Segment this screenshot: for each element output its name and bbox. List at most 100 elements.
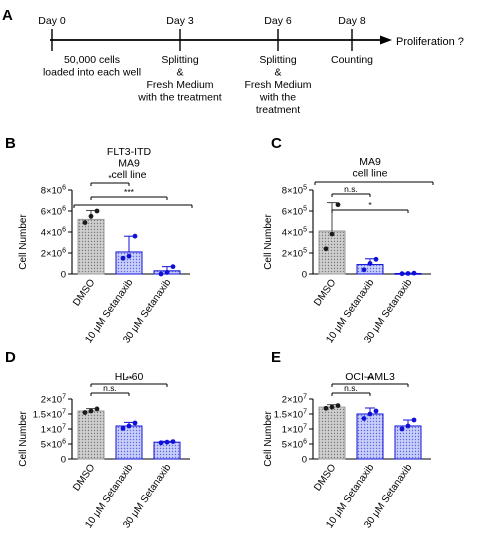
- y-tick-label: 2×107: [41, 394, 66, 406]
- chart-panel-e: E OCI-AML3 0 5×106 1×107 1.5×107 2×107 Cell Num…: [263, 349, 431, 530]
- bar: [153, 441, 181, 460]
- data-point: [158, 440, 164, 446]
- y-tick-label: 0: [302, 455, 307, 466]
- data-point: [335, 403, 341, 408]
- y-tick-label: 8×105: [282, 185, 307, 197]
- data-point: [373, 256, 379, 262]
- significance-label: *: [108, 173, 112, 183]
- significance-label: **: [367, 374, 374, 384]
- y-axis-label: Cell Number: [18, 214, 29, 270]
- timeline-day-label: Day 0: [38, 15, 66, 27]
- data-point: [399, 271, 405, 277]
- data-point: [405, 423, 411, 429]
- y-tick-label: 1.5×107: [274, 409, 307, 421]
- chart-title: MA9: [359, 156, 381, 168]
- timeline-day-desc: Splitting: [259, 54, 297, 66]
- data-point: [170, 439, 176, 444]
- timeline-panel: A Proliferation ? Day 0 50,000 cellsloade…: [2, 7, 464, 116]
- y-tick-label: 4×106: [41, 227, 66, 239]
- chart-title: cell line: [111, 169, 146, 181]
- data-point: [361, 416, 367, 421]
- timeline-day-desc: &: [274, 67, 281, 79]
- y-tick-label: 2×106: [41, 248, 66, 260]
- panel-label-a: A: [2, 7, 13, 24]
- y-tick-label: 0: [61, 455, 66, 466]
- category-label: DMSO: [71, 462, 97, 493]
- chart-title: FLT3-ITD: [107, 146, 152, 158]
- category-label: DMSO: [71, 277, 97, 308]
- y-tick-label: 1×107: [41, 424, 66, 436]
- y-tick-label: 0: [61, 270, 66, 281]
- significance-label: ***: [124, 187, 135, 197]
- data-point: [335, 202, 341, 208]
- data-point: [323, 405, 329, 411]
- chart-title: MA9: [118, 158, 140, 170]
- chart-panel-d: D HL-60 0 5×106 1×107 1.5×107 2×107 Cell Number…: [5, 349, 190, 530]
- timeline-day-label: Day 3: [166, 15, 194, 27]
- chart-title: cell line: [352, 168, 387, 180]
- timeline-day-desc: Fresh Medium: [244, 79, 311, 91]
- data-point: [132, 233, 138, 239]
- data-point: [329, 404, 335, 410]
- panel-label: B: [5, 135, 16, 152]
- y-axis-label: Cell Number: [18, 411, 29, 467]
- data-point: [88, 213, 94, 219]
- panel-label: E: [271, 349, 281, 366]
- y-tick-label: 6×105: [282, 206, 307, 218]
- data-point: [361, 267, 367, 273]
- data-point: [158, 271, 164, 277]
- bar: [77, 410, 105, 460]
- y-tick-label: 5×106: [282, 439, 307, 451]
- y-tick-label: 8×106: [41, 185, 66, 197]
- chart-title: OCI-AML3: [345, 371, 395, 383]
- data-point: [120, 255, 126, 261]
- significance-label: **: [126, 374, 133, 384]
- significance-label: n.s.: [344, 383, 358, 393]
- category-label: DMSO: [312, 462, 338, 493]
- data-point: [329, 231, 335, 237]
- data-point: [411, 270, 417, 276]
- panel-label: D: [5, 349, 16, 366]
- timeline-day-desc: loaded into each well: [43, 67, 141, 79]
- data-point: [126, 423, 132, 429]
- y-tick-label: 5×106: [41, 439, 66, 451]
- timeline-day-label: Day 8: [338, 15, 366, 27]
- data-point: [88, 408, 94, 414]
- bar: [115, 425, 143, 460]
- bar: [318, 230, 346, 275]
- data-point: [94, 406, 100, 412]
- data-point: [94, 208, 100, 214]
- timeline-day-label: Day 6: [264, 15, 292, 27]
- chart-title: HL-60: [115, 371, 144, 383]
- y-tick-label: 4×105: [282, 227, 307, 239]
- bar: [318, 406, 346, 460]
- data-point: [399, 426, 405, 432]
- bar: [356, 413, 384, 460]
- y-tick-label: 0: [302, 270, 307, 281]
- data-point: [367, 261, 373, 266]
- y-axis-label: Cell Number: [263, 411, 274, 467]
- timeline-day-desc: with the: [259, 92, 296, 104]
- data-point: [82, 410, 88, 415]
- significance-label: *: [368, 200, 372, 210]
- timeline-day-desc: Fresh Medium: [146, 79, 213, 91]
- data-point: [405, 271, 411, 276]
- timeline-day-desc: Counting: [331, 54, 373, 66]
- timeline-day-desc: with the treatment: [137, 92, 222, 104]
- y-axis-label: Cell Number: [263, 214, 274, 270]
- timeline-day-desc: treatment: [256, 104, 300, 116]
- significance-label: n.s.: [103, 383, 117, 393]
- data-point: [323, 246, 329, 252]
- data-point: [82, 220, 88, 225]
- data-point: [367, 411, 373, 417]
- data-point: [164, 439, 170, 445]
- significance-label: n.s.: [344, 184, 358, 194]
- data-point: [120, 426, 126, 431]
- data-point: [411, 417, 417, 423]
- timeline-day-desc: Splitting: [161, 54, 199, 66]
- timeline-arrowhead: [380, 35, 392, 45]
- data-point: [132, 420, 138, 426]
